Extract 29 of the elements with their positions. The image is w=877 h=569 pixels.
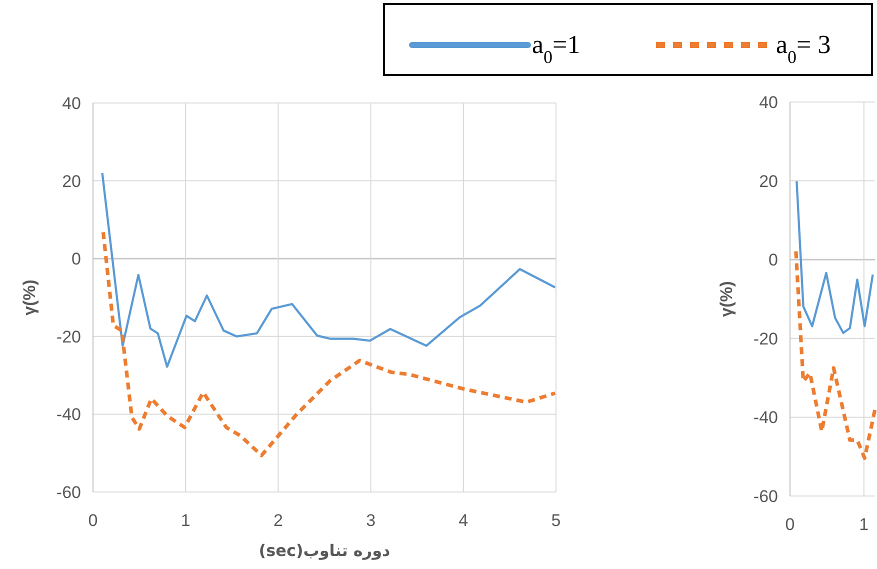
line-series	[796, 180, 874, 334]
y-tick-label: 20	[759, 172, 778, 191]
y-tick-label: -40	[753, 408, 778, 428]
line-series	[101, 230, 557, 458]
y-tick-label: 40	[759, 93, 778, 112]
x-tick-label: 1	[859, 515, 869, 534]
x-tick-label: 5	[551, 511, 561, 530]
y-tick-label: -60	[753, 487, 778, 506]
y-tick-label: -60	[56, 483, 81, 502]
x-tick-label: 0	[785, 515, 795, 534]
y-tick-label: 0	[768, 250, 778, 270]
line-series	[101, 172, 556, 368]
y-tick-label: -40	[56, 405, 81, 424]
y-tick-label: -20	[753, 329, 778, 348]
x-tick-label: 4	[458, 511, 468, 530]
x-tick-label: 1	[180, 511, 190, 530]
x-tick-label: 0	[88, 511, 98, 530]
y-tick-label: -20	[56, 327, 81, 346]
y-tick-label: 40	[62, 94, 81, 113]
x-tick-label: 3	[366, 511, 376, 530]
x-axis-title: دوره تناوب(sec)	[258, 541, 390, 560]
y-tick-label: 0	[72, 250, 81, 269]
y-tick-label: 20	[62, 172, 81, 191]
y-axis-title: γ(%)	[20, 280, 39, 316]
line-series	[794, 250, 877, 460]
y-axis-title: γ(%)	[717, 281, 736, 317]
x-tick-label: 2	[273, 511, 283, 530]
legend-label: a$_{0}$= 3	[776, 30, 831, 67]
legend-label: a$_{0}$=1	[532, 30, 580, 67]
